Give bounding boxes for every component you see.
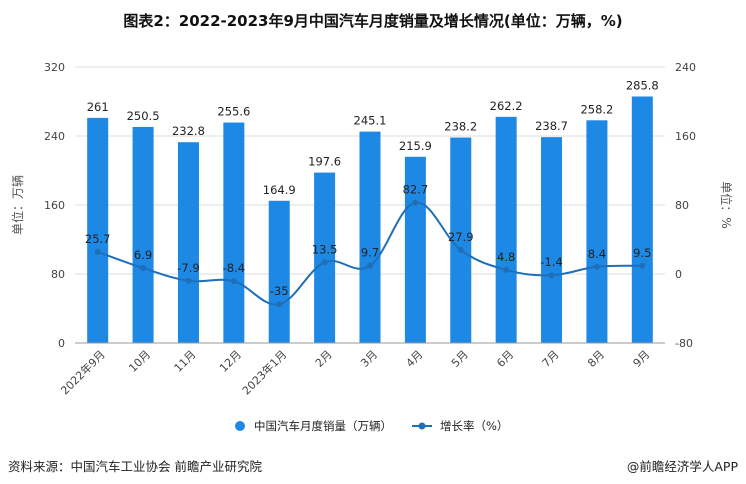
y-right-tick-label: 160 [675, 130, 696, 143]
bar-value-label: 258.2 [580, 102, 613, 116]
bar [495, 116, 517, 343]
bar [132, 126, 154, 343]
bar-value-label: 262.2 [490, 99, 523, 113]
line-value-label: -35 [270, 284, 289, 298]
y-left-tick-label: 240 [44, 130, 65, 143]
line-point [639, 262, 646, 269]
line-value-label: -7.9 [177, 261, 199, 275]
x-category-label: 9月 [631, 348, 653, 370]
bar [631, 96, 653, 343]
x-category-label: 4月 [404, 348, 426, 370]
line-value-label: 9.5 [633, 246, 651, 260]
bar-value-label: 232.8 [172, 124, 205, 138]
x-category-label: 8月 [585, 348, 607, 370]
x-category-label: 10月 [126, 348, 153, 375]
bar-value-label: 238.7 [535, 119, 568, 133]
x-category-label: 3月 [358, 348, 380, 370]
line-point [367, 262, 373, 269]
y-left-tick-label: 80 [51, 268, 65, 281]
bar-value-label: 238.2 [444, 120, 477, 134]
line-value-label: 13.5 [312, 242, 338, 256]
y-right-tick-label: 0 [675, 268, 682, 281]
bar [223, 122, 245, 343]
bar-value-label: 285.8 [626, 78, 659, 92]
line-point [548, 272, 555, 279]
line-value-label: 27.9 [448, 230, 474, 244]
line-value-label: 4.8 [497, 250, 515, 264]
chart-title: 图表2：2022-2023年9月中国汽车月度销量及增长情况(单位：万辆，%) [123, 12, 623, 30]
y-left-tick-label: 160 [44, 199, 65, 212]
y-left-tick-label: 0 [58, 337, 65, 350]
bar-value-label: 197.6 [308, 155, 341, 169]
x-category-label: 2022年9月 [58, 347, 108, 397]
y-right-tick-label: -80 [675, 337, 693, 350]
line-point [412, 199, 419, 206]
line-value-label: -8.4 [223, 261, 245, 275]
y-right-tick-label: 240 [675, 61, 696, 74]
line-value-label: -1.4 [540, 255, 562, 269]
bar [268, 200, 290, 343]
legend-bar-marker [235, 421, 245, 431]
bar-value-label: 255.6 [217, 105, 250, 119]
bar-value-label: 261 [87, 100, 109, 114]
bar [541, 137, 563, 343]
legend-line-label: 增长率（%） [440, 419, 508, 433]
line-value-label: 6.9 [134, 248, 152, 262]
source-note: 资料来源：中国汽车工业协会 前瞻产业研究院 [8, 459, 262, 474]
x-category-label: 2023年1月 [239, 347, 289, 397]
bar-value-label: 245.1 [354, 114, 387, 128]
y-left-tick-label: 320 [44, 61, 65, 74]
bar [359, 131, 381, 343]
line-point [276, 301, 283, 308]
x-category-label: 6月 [494, 348, 516, 370]
x-category-label: 5月 [449, 348, 471, 370]
x-category-label: 12月 [217, 348, 244, 375]
bar-value-label: 164.9 [263, 183, 296, 197]
line-point [321, 259, 328, 266]
line-point [503, 266, 510, 273]
line-point [230, 278, 237, 285]
bar [177, 142, 199, 343]
bar [586, 120, 608, 344]
legend-line-dot [418, 422, 426, 430]
x-category-label: 11月 [172, 348, 199, 375]
bar-value-label: 250.5 [127, 109, 160, 123]
line-value-label: 82.7 [403, 183, 429, 197]
credit-note: @前瞻经济学人APP [626, 459, 738, 474]
x-category-label: 7月 [540, 348, 562, 370]
y-left-axis-title: 单位：万辆 [10, 175, 25, 235]
line-point [593, 263, 600, 270]
line-point [140, 265, 147, 272]
bar [87, 117, 109, 343]
line-value-label: 25.7 [85, 232, 111, 246]
y-right-axis-title: 单位：% [719, 181, 734, 228]
y-right-tick-label: 80 [675, 199, 689, 212]
line-value-label: 9.7 [361, 246, 379, 260]
line-point [94, 248, 101, 255]
legend-bar-label: 中国汽车月度销量（万辆） [254, 419, 392, 433]
line-point [457, 246, 464, 253]
bar [450, 137, 472, 343]
x-category-label: 2月 [313, 348, 335, 370]
bar-value-label: 215.9 [399, 139, 432, 153]
bar [314, 172, 336, 343]
line-point [185, 277, 192, 284]
line-value-label: 8.4 [588, 247, 606, 261]
